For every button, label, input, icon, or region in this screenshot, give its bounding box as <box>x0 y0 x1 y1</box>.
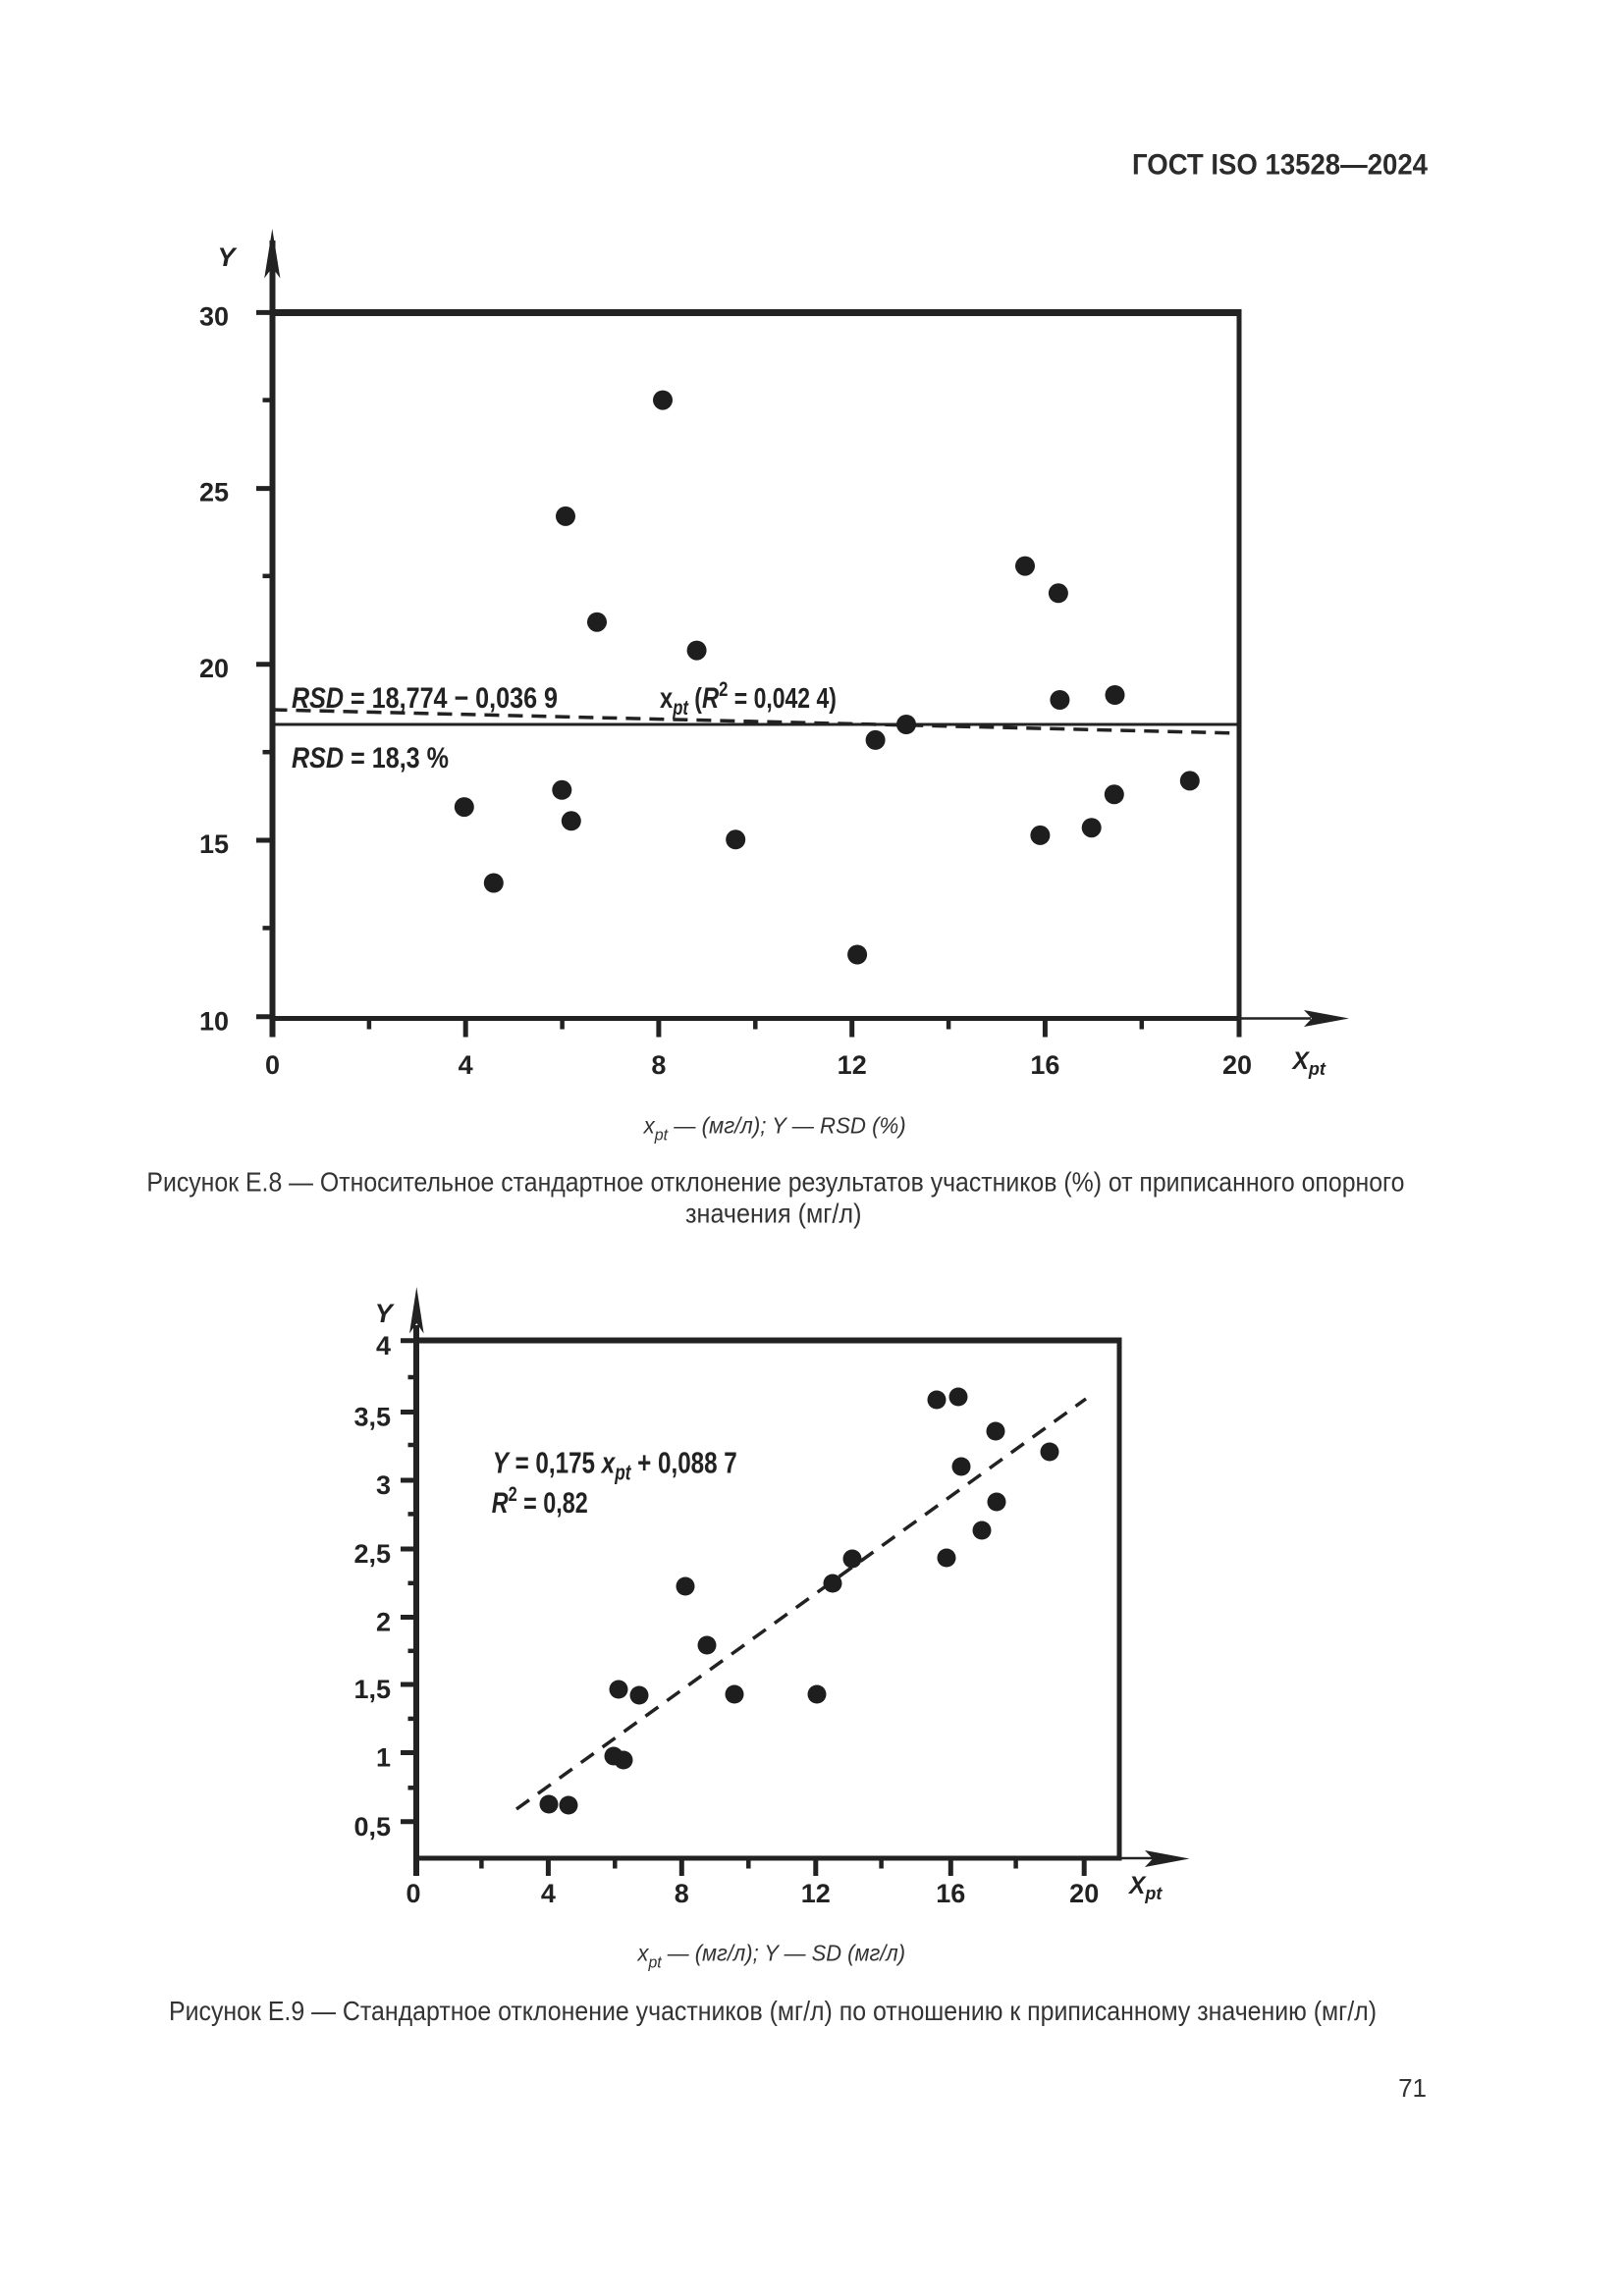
svg-text:1,5: 1,5 <box>353 1675 391 1704</box>
svg-text:2,5: 2,5 <box>353 1539 391 1569</box>
svg-text:Xpt: Xpt <box>1291 1048 1326 1079</box>
svg-text:0,5: 0,5 <box>353 1812 391 1842</box>
svg-text:20: 20 <box>1069 1879 1099 1908</box>
svg-text:3,5: 3,5 <box>353 1403 391 1432</box>
svg-text:xpt — (мг/л); Y — RSD (%): xpt — (мг/л); Y — RSD (%) <box>643 1113 906 1145</box>
svg-text:4: 4 <box>541 1879 556 1908</box>
svg-text:25: 25 <box>199 478 229 507</box>
svg-text:20: 20 <box>199 654 229 683</box>
svg-text:16: 16 <box>1030 1050 1059 1080</box>
svg-text:2: 2 <box>376 1608 391 1637</box>
svg-text:4: 4 <box>376 1331 391 1361</box>
svg-text:Рисунок Е.9 — Стандартное откл: Рисунок Е.9 — Стандартное отклонение уча… <box>169 1996 1377 2026</box>
svg-text:15: 15 <box>199 829 229 859</box>
svg-text:Xpt: Xpt <box>1127 1873 1163 1903</box>
svg-text:xpt (R2 = 0,042 4): xpt (R2 = 0,042 4) <box>660 678 837 720</box>
svg-text:30: 30 <box>199 302 229 332</box>
svg-text:RSD = 18,774 − 0,036 9: RSD = 18,774 − 0,036 9 <box>292 682 558 715</box>
svg-text:20: 20 <box>1222 1050 1252 1080</box>
svg-text:Y = 0,175 xpt + 0,088 7: Y = 0,175 xpt + 0,088 7 <box>493 1446 737 1485</box>
svg-text:xpt — (мг/л); Y — SD (мг/л): xpt — (мг/л); Y — SD (мг/л) <box>637 1941 905 1972</box>
svg-text:12: 12 <box>838 1050 867 1080</box>
svg-text:Y: Y <box>375 1299 396 1328</box>
svg-text:0: 0 <box>265 1050 280 1080</box>
svg-text:Рисунок Е.8 — Относительное ст: Рисунок Е.8 — Относительное стандартное … <box>146 1167 1404 1198</box>
svg-text:16: 16 <box>936 1879 965 1908</box>
svg-text:12: 12 <box>801 1879 831 1908</box>
svg-text:71: 71 <box>1398 2073 1427 2103</box>
svg-text:Y: Y <box>218 242 239 272</box>
svg-text:3: 3 <box>376 1470 391 1500</box>
svg-text:8: 8 <box>651 1050 666 1080</box>
svg-text:значения (мг/л): значения (мг/л) <box>685 1199 862 1229</box>
svg-text:ГОСТ ISO 13528—2024: ГОСТ ISO 13528—2024 <box>1132 149 1429 182</box>
svg-text:4: 4 <box>459 1050 473 1080</box>
svg-text:R2 = 0,82: R2 = 0,82 <box>492 1482 588 1520</box>
svg-text:RSD = 18,3 %: RSD = 18,3 % <box>292 742 449 774</box>
svg-text:1: 1 <box>376 1743 391 1773</box>
svg-text:0: 0 <box>406 1879 420 1908</box>
svg-text:8: 8 <box>675 1879 689 1908</box>
svg-text:10: 10 <box>199 1007 229 1037</box>
